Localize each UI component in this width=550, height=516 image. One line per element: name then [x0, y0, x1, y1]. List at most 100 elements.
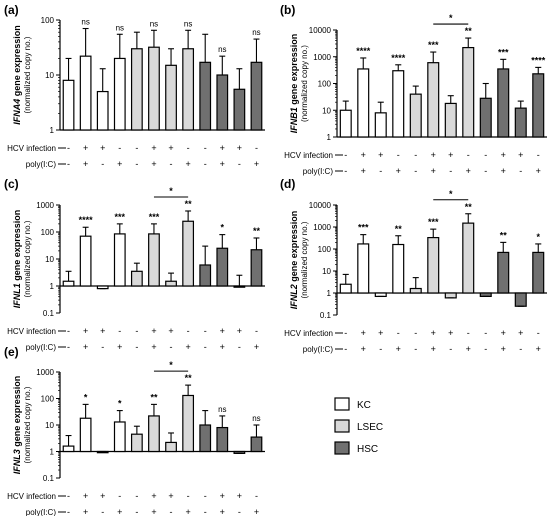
bar [444, 102, 457, 138]
hcv-sign: - [255, 143, 258, 153]
significance-label: **** [391, 53, 406, 63]
y-tick-label: 1000 [313, 223, 331, 232]
hcv-sign: + [151, 326, 156, 336]
bar [96, 90, 109, 131]
y-tick-label: 1000 [36, 368, 54, 377]
panel-d: (d) IFNL2 gene expression (normalized copy… [280, 177, 547, 354]
bar [532, 251, 545, 294]
polyic-sign: + [151, 507, 156, 516]
hcv-sign: - [255, 326, 258, 336]
y-axis-gene: IFNB1 [289, 107, 299, 133]
y-axis-unit: (normalized copy no.) [300, 221, 309, 298]
hcv-sign: - [467, 150, 470, 160]
hcv-sign: + [100, 491, 105, 501]
panel-label: (a) [4, 3, 19, 17]
polyic-sign: - [379, 166, 382, 176]
bar [182, 48, 195, 131]
hcv-sign: - [414, 150, 417, 160]
polyic-row-label: poly(I:C) [26, 343, 57, 352]
significance-label: ** [185, 373, 193, 383]
hcv-sign: - [118, 491, 121, 501]
polyic-sign: + [151, 159, 156, 169]
hcv-sign: - [135, 326, 138, 336]
polyic-sign: + [117, 159, 122, 169]
hcv-sign: - [135, 143, 138, 153]
significance-label: ** [150, 392, 158, 402]
legend-label: LSEC [357, 422, 383, 433]
hcv-sign: + [220, 326, 225, 336]
hcv-sign: - [187, 326, 190, 336]
bar [497, 251, 510, 294]
significance-label: * [118, 399, 122, 409]
y-tick-label: 10 [322, 267, 331, 276]
hcv-sign: - [414, 328, 417, 338]
significance-label: *** [498, 47, 509, 57]
bar [357, 243, 370, 294]
panel-b: (b) IFNB1 gene expression (normalized copy… [280, 3, 547, 176]
bar [62, 280, 75, 287]
bar [514, 292, 527, 307]
significance-label: ns [218, 405, 226, 414]
bar [216, 247, 229, 287]
polyic-sign: + [396, 344, 401, 354]
polyic-sign: + [501, 344, 506, 354]
hcv-row-label: HCV infection [284, 151, 333, 160]
polyic-sign: - [519, 344, 522, 354]
significance-label: ns [116, 23, 124, 32]
hcv-sign: - [255, 491, 258, 501]
bar [392, 243, 405, 294]
y-tick-label: 1 [327, 289, 332, 298]
hcv-sign: + [168, 326, 173, 336]
bar [374, 112, 387, 138]
bar [250, 436, 263, 453]
hcv-sign: + [100, 326, 105, 336]
y-axis-label: gene expression [12, 376, 22, 450]
hcv-sign: + [361, 150, 366, 160]
bar [497, 68, 510, 138]
polyic-sign: + [501, 166, 506, 176]
y-tick-label: 1000 [36, 201, 54, 210]
polyic-sign: + [254, 159, 259, 169]
bar [233, 285, 246, 288]
y-axis-unit: (normalized copy no.) [23, 386, 32, 463]
y-axis-title: IFNL3 gene expression [12, 376, 22, 475]
bar [165, 64, 177, 131]
hcv-row-label: HCV infection [7, 144, 56, 153]
polyic-row-label: poly(I:C) [26, 160, 57, 169]
hcv-sign: - [67, 491, 70, 501]
hcv-sign: - [397, 328, 400, 338]
hcv-row-label: HCV infection [284, 329, 333, 338]
polyic-sign: + [151, 342, 156, 352]
y-tick-label: 10 [45, 421, 54, 430]
bar [113, 57, 126, 131]
significance-label: ns [184, 19, 192, 28]
significance-label: **** [356, 46, 371, 56]
y-tick-label: 100 [318, 245, 332, 254]
bar [427, 236, 440, 294]
bar [182, 220, 195, 287]
significance-label: ns [81, 18, 89, 27]
polyic-sign: + [254, 342, 259, 352]
hcv-sign: + [220, 143, 225, 153]
hcv-sign: + [518, 328, 523, 338]
significance-label: *** [358, 223, 369, 233]
bar [130, 433, 143, 453]
hcv-sign: - [344, 150, 347, 160]
legend-swatch [334, 419, 350, 433]
hcv-sign: - [204, 326, 207, 336]
polyic-sign: + [431, 166, 436, 176]
polyic-sign: - [238, 507, 241, 516]
hcv-sign: + [431, 328, 436, 338]
bar [148, 233, 160, 287]
hcv-sign: + [501, 150, 506, 160]
y-tick-label: 10 [45, 71, 54, 80]
y-axis-title: IFNB1 gene expression [289, 34, 299, 134]
panel-c: (c) IFNL1 gene expression (normalized copy… [4, 177, 265, 352]
significance-label: * [84, 392, 88, 402]
bar [462, 222, 475, 294]
polyic-sign: - [484, 344, 487, 354]
legend-swatch [334, 441, 350, 455]
bar [199, 264, 212, 287]
hcv-sign: - [537, 328, 540, 338]
y-axis-gene: IFNL3 [12, 449, 22, 474]
